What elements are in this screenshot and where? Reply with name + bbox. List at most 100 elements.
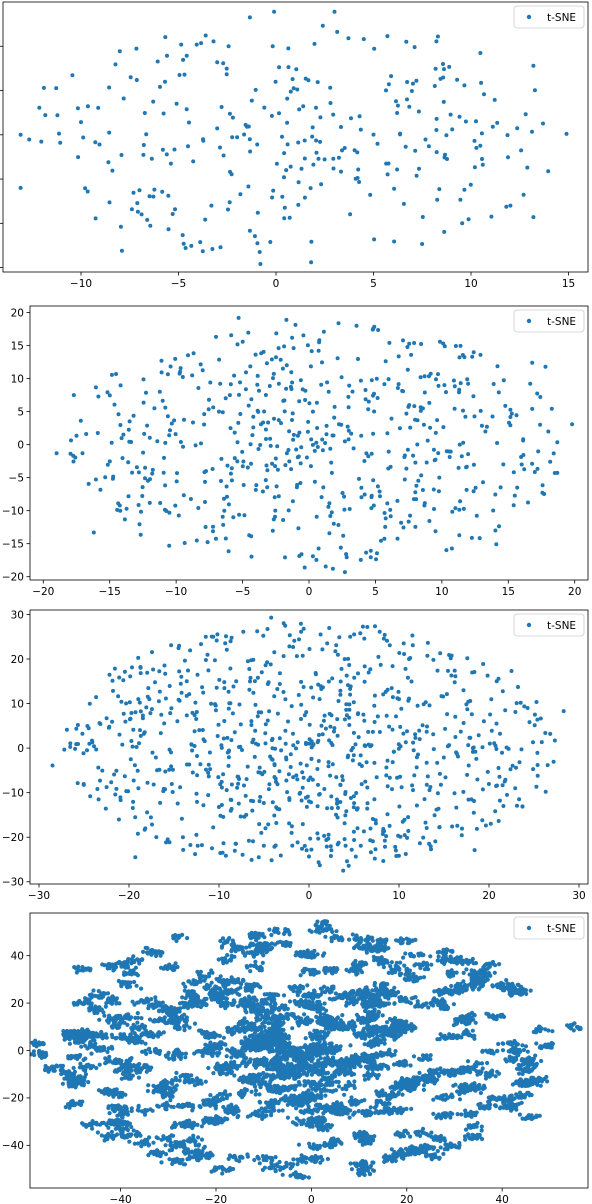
scatter-point [143,1107,148,1113]
scatter-point [178,366,183,371]
scatter-point [206,407,211,412]
scatter-point [113,792,118,797]
scatter-point [290,77,295,82]
scatter-point [402,833,407,838]
scatter-point [470,1132,475,1137]
scatter-point [224,634,228,639]
scatter-point [163,1021,168,1026]
scatter-point [503,777,508,782]
scatter-point [219,479,223,483]
scatter-point [387,775,392,780]
scatter-point [104,716,109,721]
scatter-point [415,703,420,708]
scatter-point [390,695,395,700]
scatter-point [228,666,233,671]
scatter-point [308,836,313,841]
scatter-point [255,373,260,378]
scatter-point [217,1033,222,1039]
scatter-point [281,621,286,626]
scatter-point [521,192,526,197]
scatter-point [289,704,294,709]
scatter-point [514,413,519,418]
scatter-point [570,422,575,427]
scatter-point [75,723,80,727]
scatter-point [485,1073,490,1078]
scatter-point [209,701,214,706]
scatter-point [295,777,300,782]
scatter-point [402,477,407,482]
scatter-point [458,381,463,386]
scatter-point [310,134,315,139]
scatter-point [114,786,119,791]
scatter-point [179,674,184,679]
scatter-point [389,74,394,79]
scatter-point [273,79,278,84]
scatter-point [508,415,513,419]
scatter-point [447,653,452,657]
scatter-point [346,437,351,442]
scatter-point [289,824,294,829]
scatter-point [331,521,336,526]
scatter-point [266,822,271,827]
scatter-point [383,844,387,849]
scatter-point [292,638,297,643]
scatter-point [116,694,121,699]
scatter-point [96,765,101,770]
scatter-point [138,671,143,676]
scatter-point [485,769,490,774]
scatter-point [27,137,32,142]
scatter-point [143,476,147,481]
scatter-point [539,1058,544,1064]
scatter-point [319,495,324,500]
scatter-point [220,410,225,415]
scatter-point [347,663,352,667]
scatter-point [458,343,463,348]
scatter-point [275,467,280,472]
scatter-point [517,1090,523,1095]
scatter-point [405,367,410,372]
scatter-point [374,557,378,562]
scatter-point [200,685,205,690]
scatter-point [283,741,288,746]
scatter-point [284,757,289,762]
scatter-point [329,848,334,853]
scatter-point [416,109,421,114]
scatter-point [290,411,295,416]
scatter-point [328,854,333,858]
scatter-point [94,1010,99,1015]
scatter-point [478,408,483,413]
scatter-point [537,1024,542,1029]
scatter-point [203,525,208,529]
scatter-point [274,928,279,933]
scatter-point [107,459,112,464]
scatter-point [146,1006,151,1011]
scatter-point [243,793,248,798]
scatter-point [37,105,42,110]
scatter-point [393,970,398,975]
scatter-point [316,860,321,865]
scatter-point [204,982,210,988]
scatter-point [395,103,400,108]
scatter-point [131,727,136,732]
scatter-point [262,769,267,774]
scatter-point [319,687,324,691]
scatter-point [381,636,386,641]
y-tick-label: −5 [9,472,24,484]
scatter-point [288,89,293,94]
scatter-point [188,497,193,501]
scatter-point [367,1113,372,1118]
scatter-point [263,731,268,736]
scatter-point [149,1149,154,1154]
scatter-point [368,667,373,672]
scatter-point [543,731,548,735]
scatter-point [303,1079,308,1084]
scatter-point [155,59,160,64]
scatter-point [408,513,413,518]
scatter-point [150,750,155,755]
scatter-point [349,431,354,436]
scatter-point [228,382,233,387]
scatter-point [357,180,362,184]
scatter-point [117,732,122,737]
scatter-point [132,1141,137,1146]
scatter-point [191,420,195,425]
